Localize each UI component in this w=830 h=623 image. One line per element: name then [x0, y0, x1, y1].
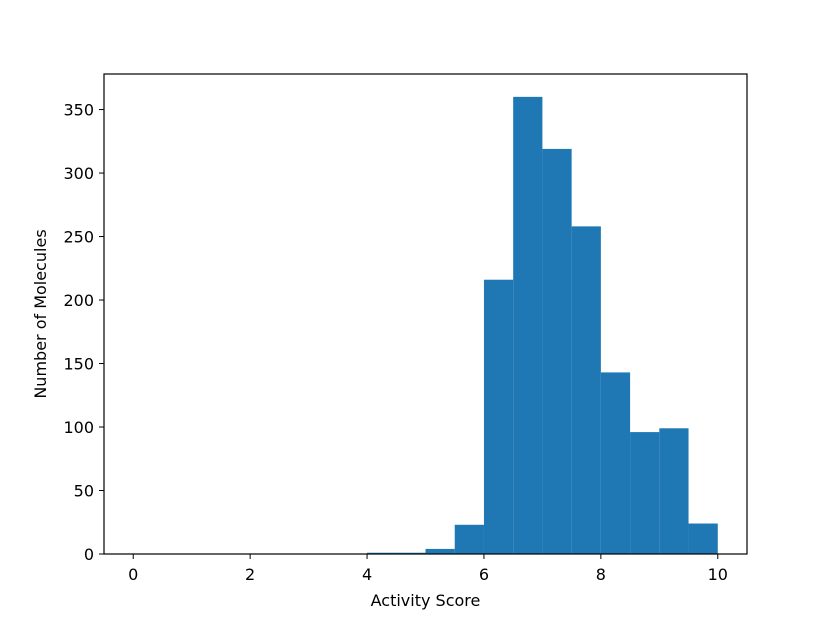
- histogram-bar: [396, 552, 426, 554]
- histogram-bar: [630, 432, 660, 554]
- y-tick-label: 200: [63, 291, 94, 310]
- histogram-bar: [367, 552, 397, 554]
- y-tick-label: 0: [84, 545, 94, 564]
- y-tick-label: 350: [63, 101, 94, 120]
- y-tick-label: 100: [63, 418, 94, 437]
- x-tick-label: 8: [596, 565, 606, 584]
- x-tick-label: 0: [128, 565, 138, 584]
- histogram-bar: [513, 96, 543, 554]
- y-tick-label: 300: [63, 164, 94, 183]
- x-tick-label: 6: [479, 565, 489, 584]
- x-tick-label: 10: [708, 565, 728, 584]
- bars-group: [367, 96, 718, 554]
- x-axis-label: Activity Score: [371, 591, 481, 610]
- x-tick-label: 2: [245, 565, 255, 584]
- y-tick-label: 150: [63, 355, 94, 374]
- histogram-bar: [425, 548, 455, 554]
- histogram-bar: [571, 226, 601, 554]
- y-axis-label: Number of Molecules: [31, 229, 50, 398]
- y-axis-ticks: 0 50 100 150 200 250 300 350: [63, 101, 104, 564]
- histogram-bar: [659, 428, 689, 554]
- histogram-bar: [600, 372, 631, 554]
- y-tick-label: 250: [63, 228, 94, 247]
- plot-frame: [103, 73, 748, 555]
- histogram-bar: [688, 523, 718, 554]
- y-tick-label: 50: [74, 482, 94, 501]
- histogram-bar: [542, 148, 572, 554]
- x-axis-ticks: 0 2 4 6 8 10: [128, 554, 728, 584]
- histogram-bar: [483, 279, 514, 554]
- x-tick-label: 4: [362, 565, 372, 584]
- histogram-bar: [454, 524, 484, 554]
